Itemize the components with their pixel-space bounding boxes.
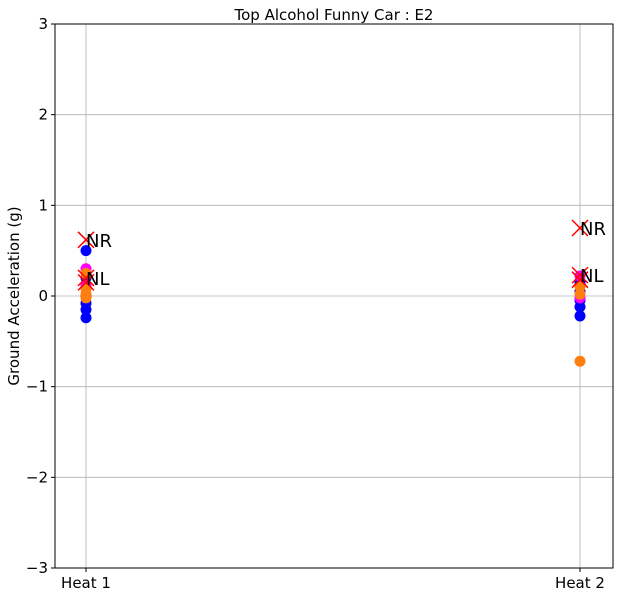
grid-layer bbox=[55, 23, 613, 569]
data-point-x-marker bbox=[571, 266, 589, 284]
marks-layer bbox=[77, 219, 589, 367]
x-marker-stroke bbox=[77, 273, 95, 291]
data-point bbox=[574, 355, 586, 367]
y-axis-label: Ground Acceleration (g) bbox=[5, 206, 23, 385]
point-annotation: NR bbox=[580, 219, 606, 240]
data-point bbox=[574, 301, 586, 313]
data-point-x-marker bbox=[77, 269, 95, 287]
x-tick-label: Heat 2 bbox=[555, 574, 605, 592]
x-marker-stroke bbox=[571, 219, 589, 237]
data-point bbox=[574, 310, 586, 322]
data-point bbox=[80, 292, 92, 304]
y-tick-label: −2 bbox=[26, 468, 48, 486]
point-annotation: NL bbox=[86, 269, 110, 290]
x-marker-stroke bbox=[77, 231, 95, 249]
data-point-x-marker bbox=[77, 231, 95, 249]
annotation-layer: NR NL NR NL bbox=[86, 219, 606, 290]
data-point-x-marker bbox=[77, 273, 95, 291]
data-point bbox=[80, 304, 92, 316]
y-tick-label: 1 bbox=[38, 196, 48, 214]
y-tick-label: 0 bbox=[38, 287, 48, 305]
y-tick-label: 2 bbox=[38, 106, 48, 124]
point-annotation: NL bbox=[580, 266, 604, 287]
x-marker-stroke bbox=[77, 269, 95, 287]
data-point bbox=[80, 245, 92, 257]
x-marker-stroke bbox=[571, 266, 589, 284]
point-annotation: NR bbox=[86, 231, 112, 252]
data-point bbox=[574, 288, 586, 300]
x-tick-label: Heat 1 bbox=[61, 574, 111, 592]
x-marker-stroke bbox=[571, 271, 589, 289]
tick-layer: −3 −2 −1 0 1 2 3 Heat 1 Heat 2 bbox=[26, 15, 605, 592]
chart-title: Top Alcohol Funny Car : E2 bbox=[234, 6, 434, 24]
data-point-x-marker bbox=[571, 271, 589, 289]
y-tick-label: −3 bbox=[26, 559, 48, 577]
y-tick-label: 3 bbox=[38, 15, 48, 33]
data-point-x-marker bbox=[571, 219, 589, 237]
data-point bbox=[80, 312, 92, 324]
y-tick-label: −1 bbox=[26, 378, 48, 396]
